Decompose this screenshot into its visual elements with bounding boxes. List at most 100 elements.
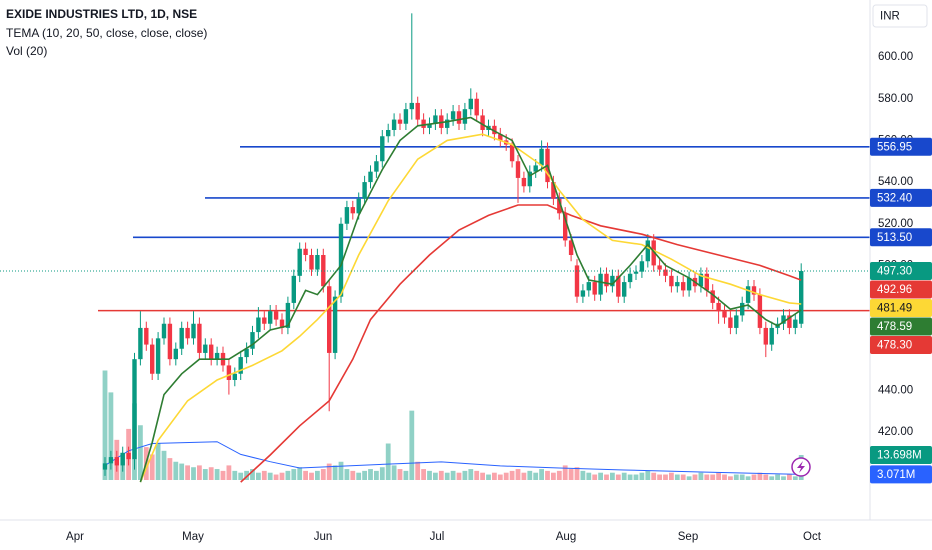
candle-body [787, 315, 792, 328]
candle-body [415, 102, 420, 120]
x-tick-label: Aug [556, 531, 576, 543]
volume-bar [669, 472, 674, 480]
volume-bar [250, 469, 255, 480]
volume-bar [704, 474, 710, 480]
volume-bar [356, 472, 362, 480]
candle-body [698, 273, 704, 287]
volume-bar [497, 474, 503, 480]
volume-bar [757, 472, 763, 480]
candle-body [793, 319, 798, 328]
candle-body [350, 207, 355, 214]
alert-bolt [797, 461, 805, 473]
volume-bar [710, 474, 716, 480]
volume-bar [391, 465, 397, 480]
volume-bar [368, 469, 373, 480]
price-badge [870, 465, 932, 484]
tema-line [139, 116, 802, 483]
candle-body [226, 365, 232, 380]
candle-body [256, 317, 261, 333]
volume-bar [551, 472, 556, 480]
candle-body [433, 115, 438, 124]
y-tick-label: 440.00 [878, 384, 913, 396]
candle-body [598, 273, 603, 295]
candle-body [238, 357, 243, 374]
volume-bar [427, 470, 432, 480]
candle-body [380, 136, 385, 162]
candle-body [563, 213, 568, 241]
x-tick-label: Apr [66, 531, 84, 543]
candle-body [161, 323, 167, 339]
y-tick-label: 420.00 [878, 426, 913, 438]
candle-body [728, 317, 733, 328]
candle-body [445, 119, 450, 128]
candle-body [604, 273, 609, 287]
volume-bar [350, 470, 356, 480]
volume-bar [303, 470, 308, 480]
volume-bar [562, 465, 568, 480]
volume-bar [244, 470, 249, 480]
currency[interactable]: INR [880, 11, 900, 23]
volume-bar [568, 469, 574, 480]
candle-body [303, 248, 308, 255]
candle-body [439, 115, 444, 128]
volume-bar [792, 476, 798, 480]
candle-body [610, 275, 615, 287]
candle-body [273, 311, 279, 320]
candle-body [368, 171, 373, 183]
x-tick-label: Jul [430, 531, 445, 543]
volume-bar [716, 472, 721, 480]
volume-bar [739, 474, 745, 480]
candle-body [138, 327, 143, 360]
candle-body [462, 109, 468, 124]
volume-bar [698, 472, 704, 480]
price-badge [870, 445, 932, 464]
candle-body [763, 327, 768, 345]
candle-body [657, 265, 662, 270]
candle-body [580, 290, 586, 297]
volume-bar [385, 443, 391, 480]
price-badge [870, 188, 932, 207]
volume-bar [208, 467, 214, 480]
price-badge-label: 492.96 [877, 284, 912, 296]
candle-body [332, 296, 338, 353]
candle-body [622, 282, 627, 297]
volume-bar [102, 370, 108, 480]
volume-bar [179, 463, 185, 480]
volume-bar [415, 461, 421, 480]
candle-body [533, 165, 538, 172]
candle-body [568, 240, 574, 255]
volume-bar [108, 392, 114, 480]
candle-body [403, 109, 409, 124]
candle-body [120, 452, 125, 466]
volume-bar [362, 470, 367, 480]
price-badge [870, 317, 932, 336]
candle-body [268, 311, 273, 324]
candle-body [167, 323, 173, 360]
volume-bar [509, 470, 515, 480]
volume-bar [604, 474, 609, 480]
price-badge [870, 137, 932, 156]
volume-bar [503, 472, 509, 480]
candle-body [539, 148, 544, 166]
volume-bar [197, 465, 202, 480]
volume-bar [374, 470, 379, 480]
candle-body [474, 98, 479, 116]
volume-bar [787, 474, 792, 480]
x-tick-label: Oct [803, 531, 822, 543]
volume-bar [751, 474, 757, 480]
volume-bar [621, 472, 627, 480]
volume-bar [397, 469, 403, 480]
currency-box[interactable] [872, 4, 928, 28]
volume-bar [486, 474, 491, 480]
candle-body [557, 198, 562, 214]
candle-body [386, 130, 391, 137]
volume-bar [191, 467, 196, 480]
candle-body [450, 111, 456, 120]
volume-bar [273, 474, 279, 480]
candle-body [185, 327, 190, 339]
candle-body [686, 277, 692, 291]
candle-body [209, 344, 214, 360]
volume-bar [728, 476, 733, 480]
volume-bar [474, 470, 480, 480]
